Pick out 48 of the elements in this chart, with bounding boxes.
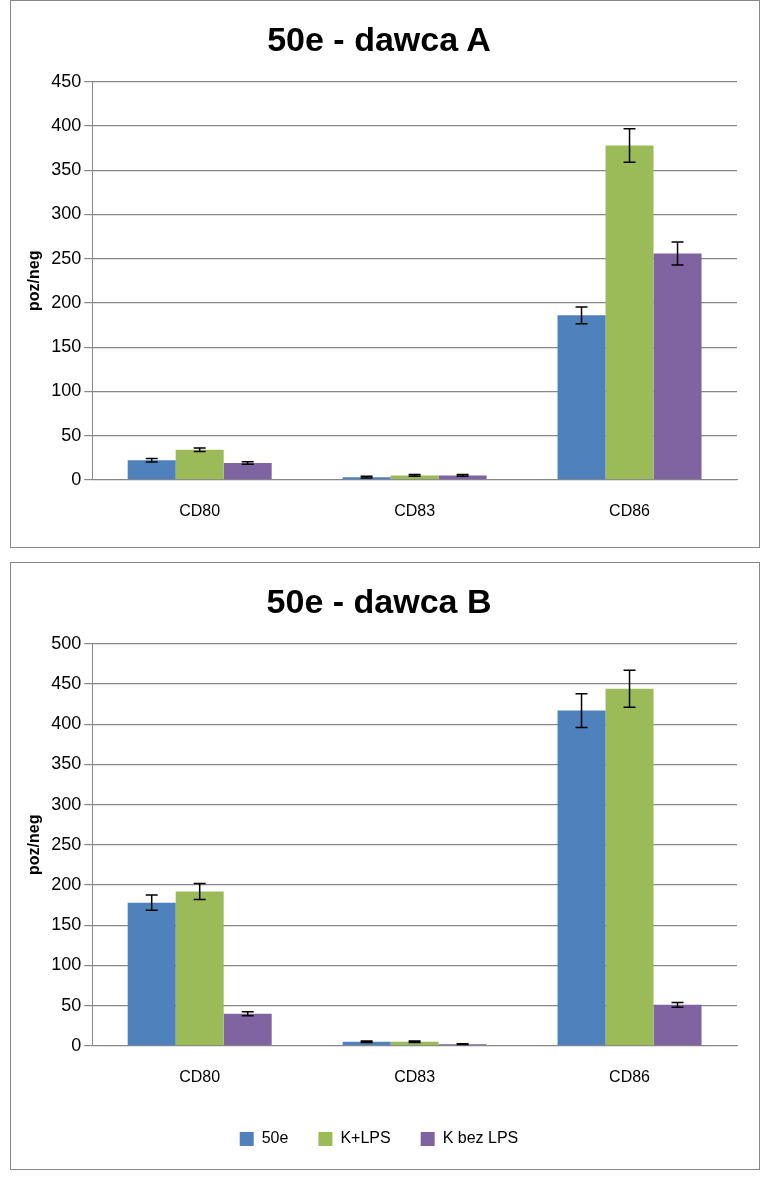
bar bbox=[223, 463, 272, 480]
x-tick-label: CD83 bbox=[394, 1067, 436, 1085]
y-tick-label: 400 bbox=[51, 114, 82, 135]
x-tick-label: CD80 bbox=[179, 1067, 221, 1085]
y-tick-label: 0 bbox=[71, 468, 82, 489]
x-tick-label: CD86 bbox=[609, 501, 651, 519]
y-tick-label: 100 bbox=[51, 380, 82, 401]
y-tick-label: 300 bbox=[51, 203, 82, 224]
y-tick-label: 450 bbox=[51, 672, 82, 693]
chart-title: 50e - dawca A bbox=[267, 19, 491, 58]
bar bbox=[557, 710, 606, 1046]
bar bbox=[127, 460, 176, 480]
bar bbox=[223, 1013, 272, 1046]
y-tick-label: 500 bbox=[51, 632, 82, 653]
legend-label: 50e bbox=[261, 1129, 289, 1147]
y-tick-label: 150 bbox=[51, 336, 82, 357]
legend-label: K+LPS bbox=[340, 1129, 391, 1147]
y-tick-label: 250 bbox=[51, 247, 82, 268]
y-tick-label: 400 bbox=[51, 713, 82, 734]
y-tick-label: 150 bbox=[51, 914, 82, 935]
y-tick-label: 300 bbox=[51, 793, 82, 814]
x-tick-label: CD83 bbox=[394, 501, 436, 519]
y-tick-label: 350 bbox=[51, 159, 82, 180]
bar bbox=[438, 475, 487, 480]
y-tick-label: 250 bbox=[51, 833, 82, 854]
y-tick-label: 350 bbox=[51, 753, 82, 774]
y-tick-label: 50 bbox=[61, 994, 82, 1015]
bar bbox=[390, 475, 439, 480]
y-tick-label: 200 bbox=[51, 873, 82, 894]
y-tick-label: 200 bbox=[51, 291, 82, 312]
bar bbox=[557, 315, 606, 480]
bar bbox=[175, 891, 224, 1046]
bar bbox=[653, 1004, 702, 1046]
chart-title: 50e - dawca B bbox=[266, 581, 492, 620]
y-tick-label: 450 bbox=[51, 70, 82, 91]
y-tick-label: 50 bbox=[61, 424, 82, 445]
y-axis-title: poz/neg bbox=[25, 814, 43, 876]
x-tick-label: CD86 bbox=[609, 1067, 651, 1085]
bar bbox=[653, 253, 702, 480]
bar bbox=[127, 902, 176, 1046]
x-tick-label: CD80 bbox=[179, 501, 221, 519]
legend-label: K bez LPS bbox=[442, 1129, 519, 1147]
bar bbox=[605, 688, 654, 1046]
bar bbox=[605, 145, 654, 480]
y-tick-label: 100 bbox=[51, 954, 82, 975]
bar bbox=[175, 449, 224, 480]
y-axis-title: poz/neg bbox=[25, 250, 43, 312]
y-tick-label: 0 bbox=[71, 1034, 82, 1055]
